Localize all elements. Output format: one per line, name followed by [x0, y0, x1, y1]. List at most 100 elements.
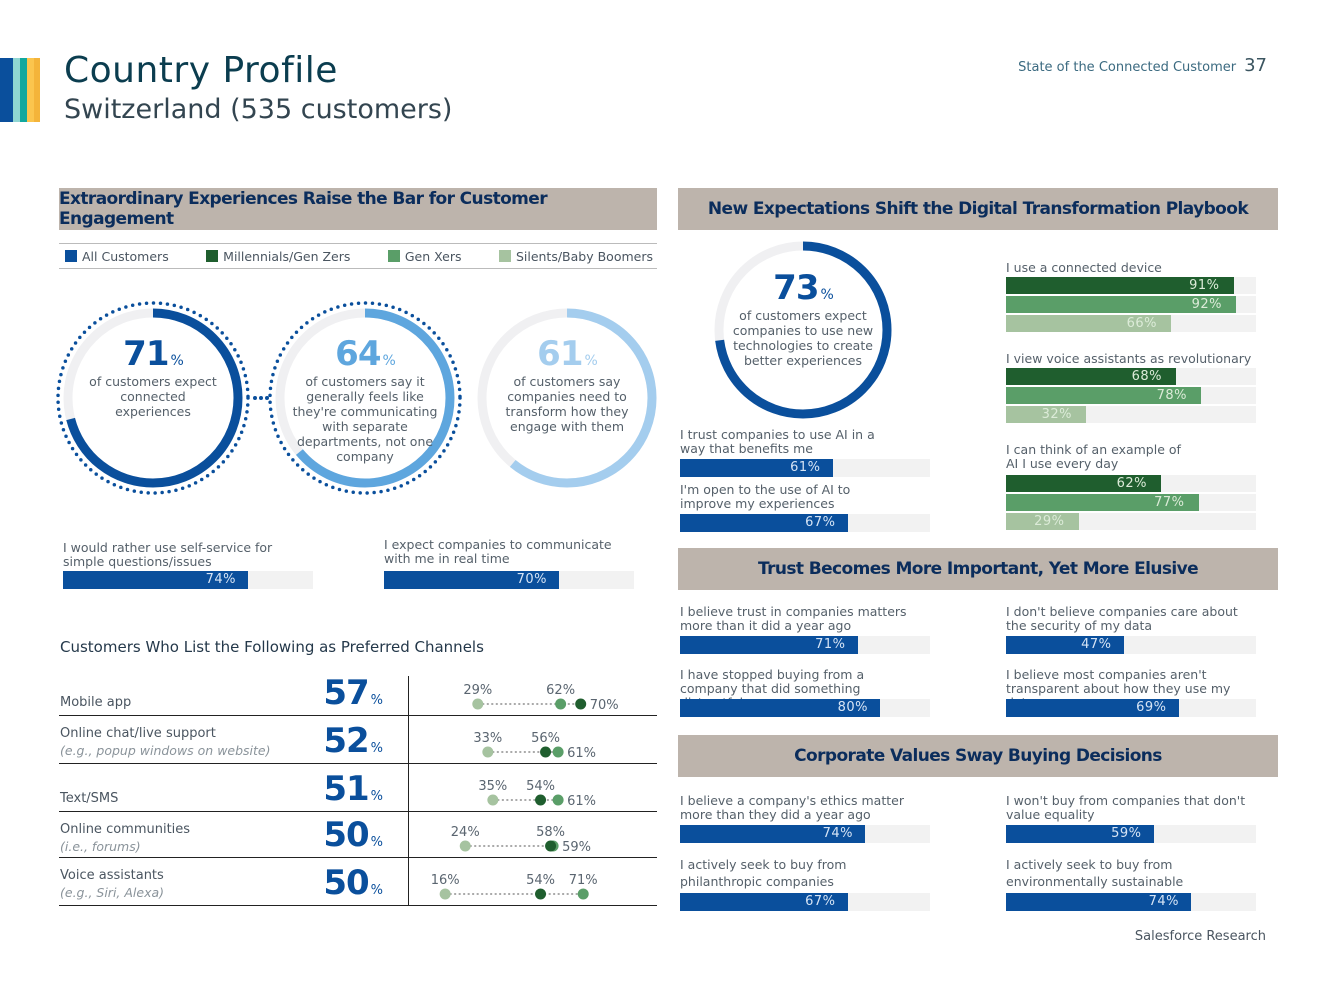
- section-header-trust: Trust Becomes More Important, Yet More E…: [678, 548, 1278, 590]
- channel-row: Voice assistants (e.g., Siri, Alexa) 50% 1…: [59, 858, 657, 906]
- gen-bar-value: 29%: [1006, 513, 1079, 530]
- stat-text: of customers say it generally feels like…: [292, 374, 438, 464]
- donut-transform-engagement: 61% of customers say companies need to t…: [477, 308, 657, 488]
- channel-row: Text/SMS 51% 35% 61% 54%: [59, 764, 657, 812]
- dot-millennials: [535, 888, 547, 900]
- stat-bar-value: 59%: [1006, 825, 1154, 843]
- section-header-digital: New Expectations Shift the Digital Trans…: [678, 188, 1278, 230]
- dot-plot: 33% 61% 56%: [473, 731, 596, 761]
- stat-text: of customers say companies need to trans…: [505, 374, 629, 434]
- dot-label-silents: 24%: [451, 825, 480, 840]
- gen-bar-connected-device-silents: 66%: [1006, 315, 1256, 332]
- dotted-connector-rings: [56, 301, 462, 495]
- dot-plot: 16% 71% 54%: [431, 873, 598, 900]
- bar-label: I believe a company's ethics matter more…: [680, 793, 904, 822]
- stat-text: of customers expect companies to use new…: [732, 308, 874, 368]
- stat-bar: 59%: [1006, 825, 1256, 843]
- stat-bar: 74%: [1006, 893, 1256, 911]
- dot-silents: [482, 746, 494, 758]
- dot-label-millennials: 70%: [590, 698, 619, 713]
- channel-name: Online communities (i.e., forums): [60, 822, 191, 854]
- donut-new-technologies: 73% of customers expect companies to use…: [713, 240, 893, 420]
- section-header-engagement: Extraordinary Experiences Raise the Bar …: [59, 188, 657, 230]
- channels-divider: [408, 676, 409, 906]
- gen-label-voice-assistants: I view voice assistants as revolutionary: [1006, 351, 1252, 366]
- legend-item-millennials: Millennials/Gen Zers: [206, 249, 350, 264]
- stat-bar-value: 71%: [680, 636, 858, 654]
- stat-bar: 74%: [680, 825, 930, 843]
- stat-number: 64%: [335, 334, 396, 374]
- dot-label-silents: 29%: [463, 683, 492, 698]
- dot-silents: [459, 840, 471, 852]
- stat-text: of customers expect connected experience…: [89, 374, 217, 419]
- dot-millennials: [535, 794, 547, 806]
- legend-item-all: All Customers: [65, 249, 169, 264]
- dot-label-genx: 59%: [562, 840, 591, 855]
- dot-plot: 35% 61% 54%: [478, 779, 596, 809]
- stat-bar: 71%: [680, 636, 930, 654]
- stat-bar-value: 47%: [1006, 636, 1124, 654]
- dot-plot: 29% 62% 70%: [463, 683, 619, 713]
- donut-connected-experiences: 71% of customers expect connected experi…: [63, 308, 243, 488]
- donut-arc: [275, 308, 455, 488]
- running-header: State of the Connected Customer 37: [1018, 55, 1267, 76]
- stat-bar: 80%: [680, 699, 930, 717]
- bar-label-real-time: I expect companies to communicate with m…: [384, 537, 612, 566]
- dot-label-silents: 33%: [473, 731, 502, 746]
- gen-bar-value: 32%: [1006, 406, 1086, 423]
- dot-label-silents: 16%: [431, 873, 460, 888]
- section-header-values: Corporate Values Sway Buying Decisions: [678, 735, 1278, 777]
- bar-label-open-ai: I'm open to the use of AI to improve my …: [680, 482, 851, 511]
- dot-millennials: [545, 840, 557, 852]
- gen-bar-value: 78%: [1006, 387, 1201, 404]
- gen-label-ai-every-day: I can think of an example of AI I use ev…: [1006, 442, 1181, 471]
- bar-label: I actively seek to buy from philanthropi…: [680, 857, 847, 889]
- legend-item-silents: Silents/Baby Boomers: [498, 249, 653, 264]
- gen-bar-ai-every-day-silents: 29%: [1006, 513, 1256, 530]
- legend-item-genx: Gen Xers: [387, 249, 461, 264]
- dot-label-millennials: 54%: [526, 779, 555, 794]
- channel-name: Mobile app: [60, 695, 132, 710]
- bar-self-service: 74%: [63, 571, 313, 589]
- gen-bar-ai-every-day-genx: 77%: [1006, 494, 1256, 511]
- donut-arc: [477, 308, 657, 488]
- dot-millennials: [540, 746, 552, 758]
- dot-silents: [472, 698, 484, 710]
- dot-label-millennials: 56%: [531, 731, 560, 746]
- dot-silents: [487, 794, 499, 806]
- dot-plot: 24% 59%58%: [451, 825, 591, 855]
- gen-label-connected-device: I use a connected device: [1006, 260, 1162, 275]
- gen-bar-voice-assistants-silents: 32%: [1006, 406, 1256, 423]
- gen-bar-value: 91%: [1006, 277, 1234, 294]
- channel-name: Voice assistants (e.g., Siri, Alexa): [60, 868, 165, 900]
- dot-label-millennials: 54%: [526, 873, 555, 888]
- page-number: 37: [1244, 55, 1267, 76]
- stat-bar: 67%: [680, 893, 930, 911]
- gen-bar-voice-assistants-millennials: 68%: [1006, 368, 1256, 385]
- dot-genx: [577, 888, 589, 900]
- stat-number: 71%: [123, 334, 184, 374]
- bar-label: I have stopped buying from a company tha…: [680, 667, 865, 710]
- footer-source: Salesforce Research: [1134, 929, 1266, 944]
- dot-label-genx: 61%: [567, 746, 596, 761]
- stat-bar-value: 80%: [680, 699, 880, 717]
- dot-label-millennials: 58%: [536, 825, 565, 840]
- bar-label: I don't believe companies care about the…: [1006, 604, 1238, 633]
- donut-arc: [63, 308, 243, 488]
- dot-label-genx: 61%: [567, 794, 596, 809]
- bar-label-trust-ai: I trust companies to use AI in a way tha…: [680, 427, 875, 456]
- stat-number: 73%: [773, 268, 834, 308]
- channel-name: Online chat/live support (e.g., popup win…: [60, 726, 271, 758]
- channel-row: Mobile app 57% 29% 62% 70%: [59, 673, 657, 716]
- bar-label: I believe trust in companies matters mor…: [680, 604, 907, 633]
- channel-name: Text/SMS: [60, 791, 119, 806]
- channel-all-customers-value: 50%: [323, 815, 383, 855]
- dot-silents: [439, 888, 451, 900]
- gen-bar-value: 66%: [1006, 315, 1171, 332]
- channel-row: Online communities (i.e., forums) 50% 24% 5…: [59, 812, 657, 858]
- bar-label: I won't buy from companies that don't va…: [1006, 793, 1246, 822]
- channel-row: Online chat/live support (e.g., popup win…: [59, 716, 657, 764]
- stat-bar-value: 69%: [1006, 699, 1179, 717]
- bar-real-time: 70%: [384, 571, 634, 589]
- channel-all-customers-value: 50%: [323, 863, 383, 903]
